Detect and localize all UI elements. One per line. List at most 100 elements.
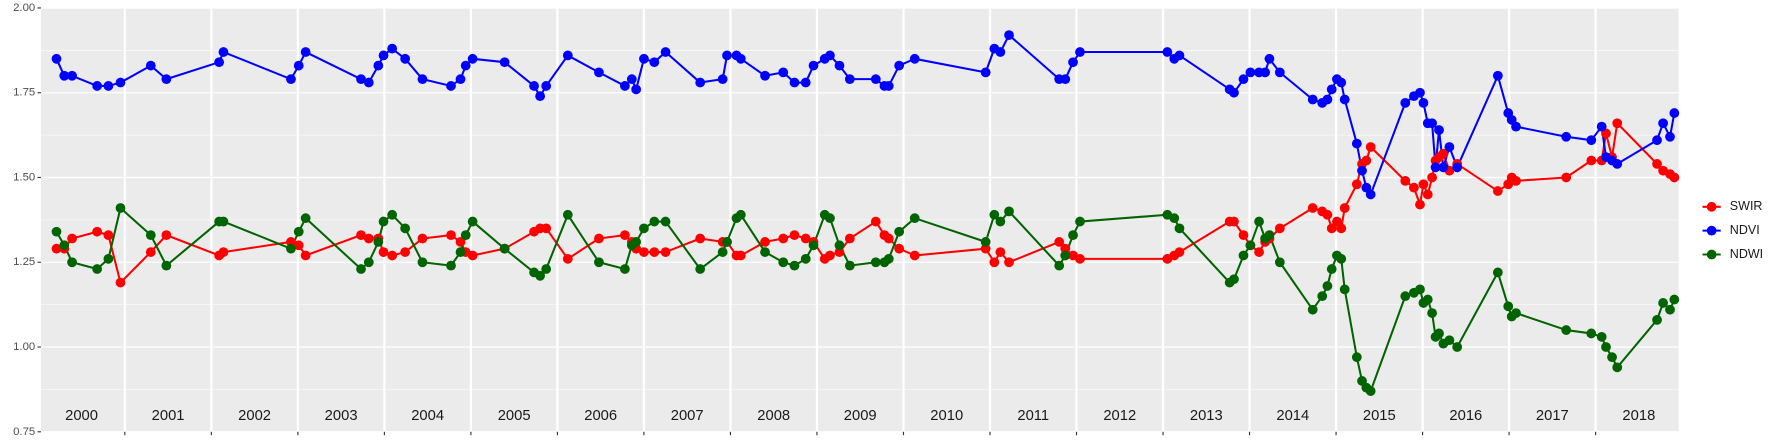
point xyxy=(800,233,811,244)
point xyxy=(1060,250,1071,261)
point xyxy=(1307,94,1318,105)
point xyxy=(844,74,855,85)
point xyxy=(717,74,728,85)
marks xyxy=(51,30,1680,396)
point xyxy=(1492,267,1503,278)
point xyxy=(995,216,1006,227)
point xyxy=(1004,257,1014,268)
point xyxy=(286,243,296,254)
x-tick-label: 2014 xyxy=(1276,408,1309,424)
point xyxy=(980,237,991,247)
point xyxy=(51,226,62,237)
point xyxy=(1264,53,1275,64)
point xyxy=(883,233,894,244)
point xyxy=(1004,206,1014,217)
x-tick-label: 2012 xyxy=(1103,408,1136,424)
point xyxy=(1444,142,1455,152)
point xyxy=(1260,67,1271,78)
point xyxy=(722,50,732,61)
point xyxy=(1596,121,1607,132)
point xyxy=(989,209,1000,220)
point xyxy=(535,91,546,101)
point xyxy=(834,247,845,257)
legend-label: NDVI xyxy=(1730,223,1760,237)
point xyxy=(789,260,800,271)
x-tick-label: 2017 xyxy=(1536,408,1569,424)
point xyxy=(67,257,77,268)
point xyxy=(1503,301,1514,312)
point xyxy=(1586,328,1597,339)
point xyxy=(722,237,732,247)
point xyxy=(218,216,229,227)
point xyxy=(626,74,637,85)
point xyxy=(1612,362,1623,373)
point xyxy=(620,230,630,241)
point xyxy=(1060,74,1071,85)
point xyxy=(363,257,374,268)
point xyxy=(825,50,835,61)
x-tick-label: 2016 xyxy=(1449,408,1482,424)
point xyxy=(834,240,845,251)
point xyxy=(1415,284,1425,295)
point xyxy=(1422,294,1433,305)
point xyxy=(145,230,156,241)
point xyxy=(1317,291,1328,302)
point xyxy=(145,60,156,71)
point xyxy=(1075,216,1085,227)
point xyxy=(989,257,1000,268)
point xyxy=(735,209,746,220)
point xyxy=(1245,67,1256,78)
point xyxy=(145,247,156,257)
point xyxy=(562,209,573,220)
point xyxy=(1229,87,1239,98)
point xyxy=(1169,213,1180,224)
point xyxy=(870,216,881,227)
point xyxy=(649,216,660,227)
point xyxy=(639,247,649,257)
point xyxy=(1238,250,1249,261)
point xyxy=(400,247,411,257)
point xyxy=(844,233,855,244)
point xyxy=(541,223,552,234)
point xyxy=(1652,135,1662,146)
point xyxy=(356,74,366,85)
point xyxy=(1418,179,1429,190)
point xyxy=(467,53,478,64)
point xyxy=(387,43,398,54)
point xyxy=(1351,138,1362,149)
point xyxy=(1174,247,1185,257)
point xyxy=(1351,179,1362,190)
point xyxy=(1607,352,1617,363)
point xyxy=(1430,162,1441,173)
x-tick-label: 2011 xyxy=(1017,408,1049,424)
point xyxy=(639,223,649,234)
point xyxy=(1361,155,1372,166)
point xyxy=(356,230,366,241)
point xyxy=(103,253,114,264)
point xyxy=(286,237,296,247)
point xyxy=(161,260,172,271)
point xyxy=(1054,260,1065,271)
x-tick-label: 2003 xyxy=(325,408,358,424)
point xyxy=(760,247,770,257)
point xyxy=(1060,243,1071,254)
point xyxy=(789,230,800,241)
point xyxy=(735,250,746,261)
point xyxy=(695,233,706,244)
point xyxy=(363,77,374,88)
point xyxy=(92,226,103,237)
legend-label: SWIR xyxy=(1730,199,1763,213)
point xyxy=(1427,172,1437,183)
legend-label: NDWI xyxy=(1730,247,1763,261)
point xyxy=(980,243,991,254)
point xyxy=(115,277,126,288)
point xyxy=(293,226,304,237)
point xyxy=(1561,325,1572,335)
point xyxy=(1351,352,1362,363)
x-tick-label: 2008 xyxy=(757,408,790,424)
x-tick-label: 2006 xyxy=(584,408,617,424)
y-tick-label: 1.00 xyxy=(13,341,35,353)
point xyxy=(1511,175,1521,186)
x-tick-label: 2005 xyxy=(498,408,531,424)
point xyxy=(214,57,225,68)
